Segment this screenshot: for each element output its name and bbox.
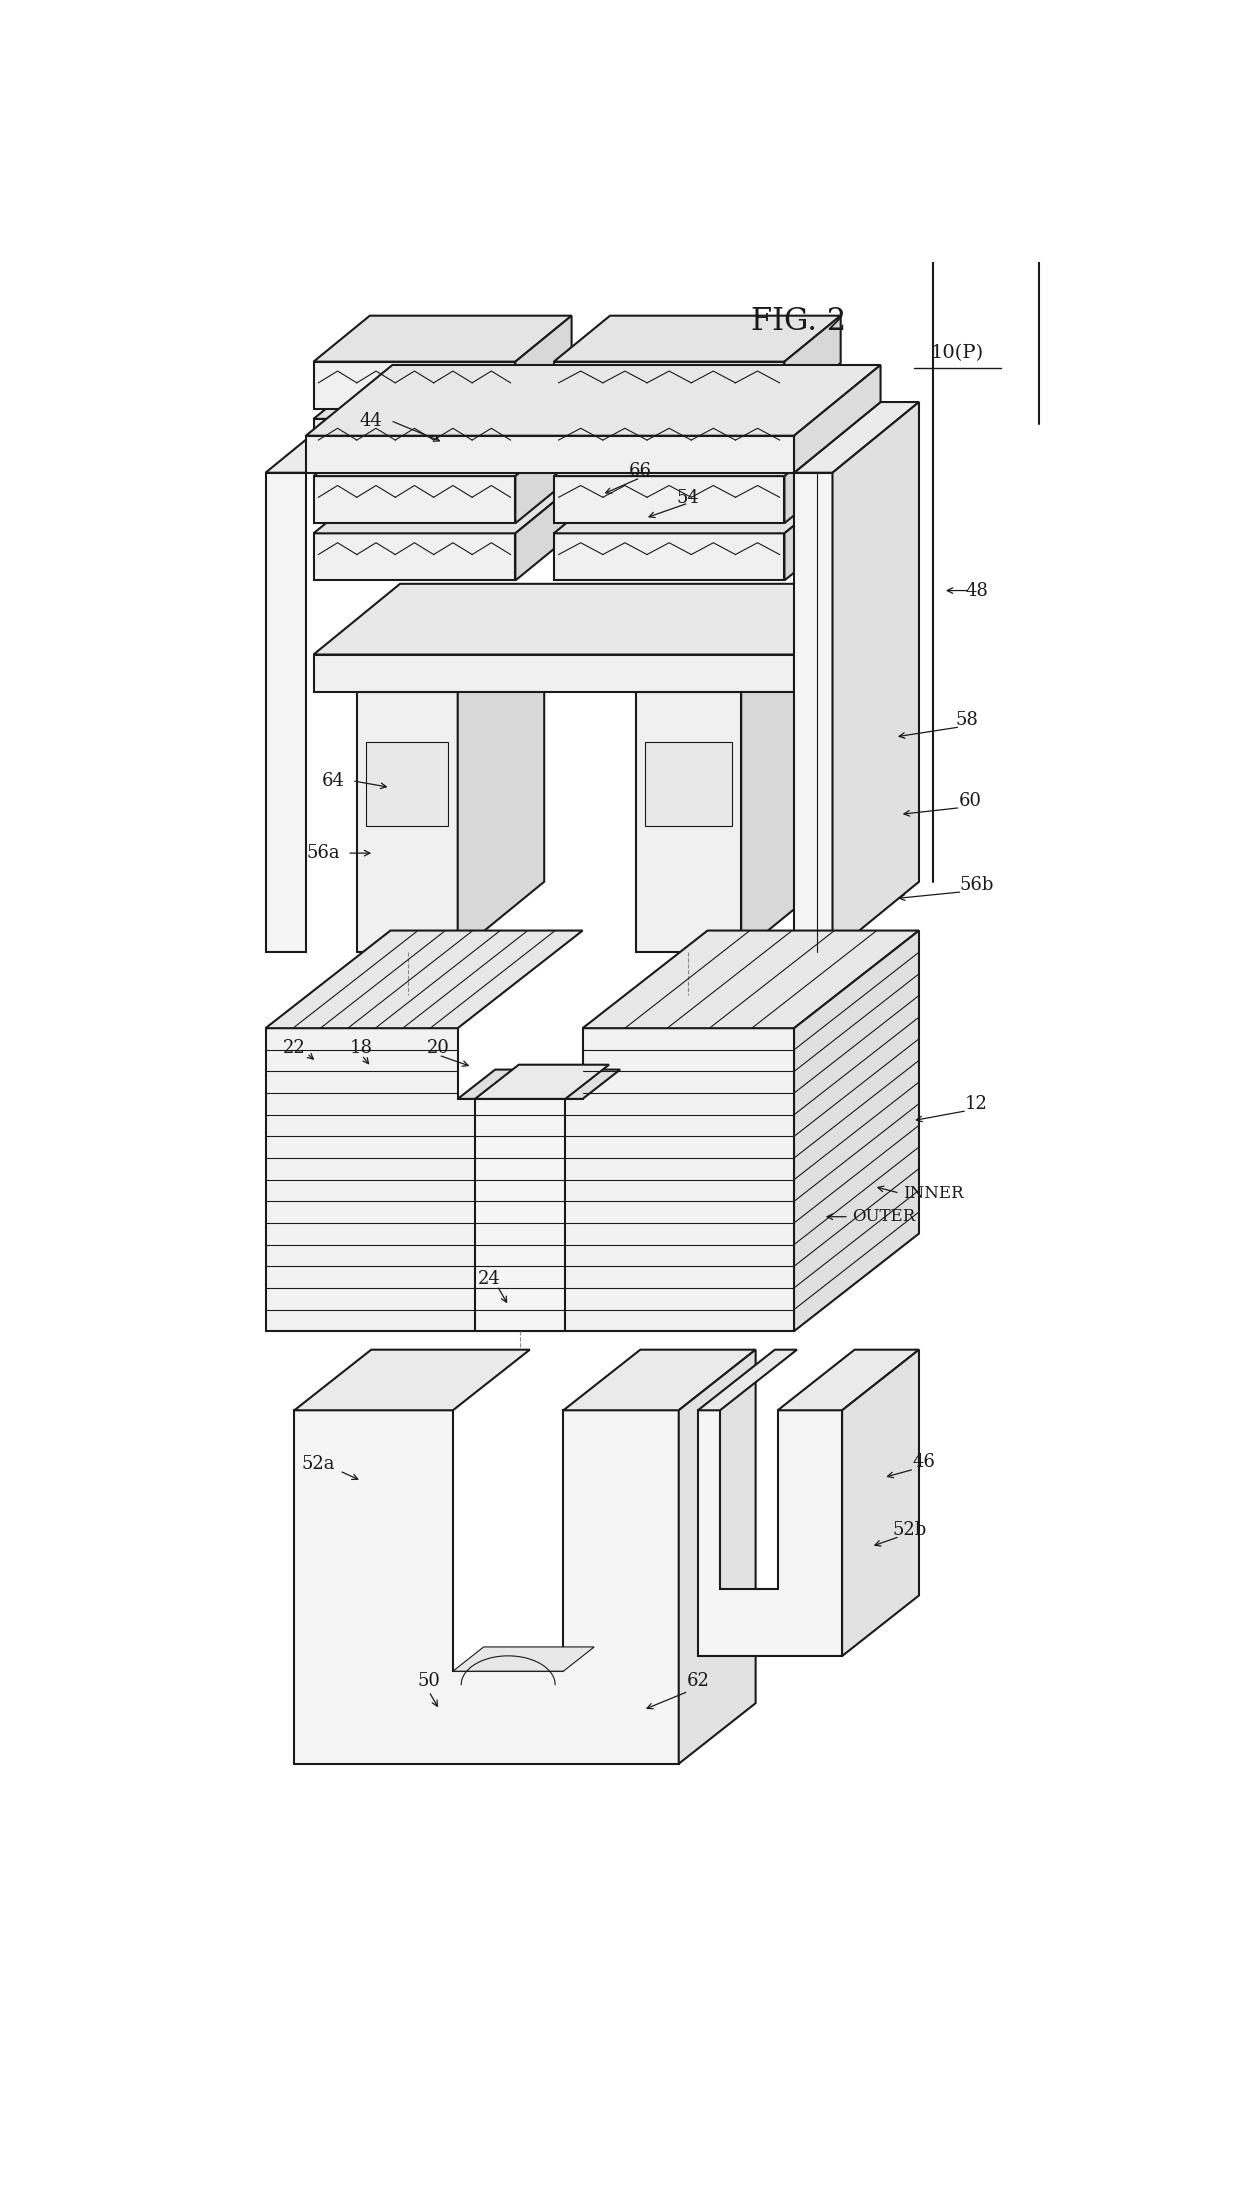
Text: 52a: 52a xyxy=(301,1456,335,1473)
Text: 58: 58 xyxy=(956,710,978,730)
Polygon shape xyxy=(698,1410,842,1657)
Polygon shape xyxy=(475,1065,609,1100)
Polygon shape xyxy=(294,1349,529,1410)
Polygon shape xyxy=(832,402,919,953)
Polygon shape xyxy=(785,374,841,466)
Polygon shape xyxy=(554,487,841,533)
Text: 46: 46 xyxy=(913,1454,935,1471)
Polygon shape xyxy=(554,315,841,361)
Text: FIG. 2: FIG. 2 xyxy=(751,306,847,337)
Polygon shape xyxy=(306,435,794,472)
Text: INNER: INNER xyxy=(903,1185,963,1202)
Polygon shape xyxy=(645,741,732,826)
Text: 18: 18 xyxy=(350,1038,373,1058)
Polygon shape xyxy=(265,1027,794,1331)
Polygon shape xyxy=(785,487,841,581)
Polygon shape xyxy=(306,365,880,435)
Polygon shape xyxy=(777,1349,919,1410)
Polygon shape xyxy=(516,374,572,466)
Text: OUTER: OUTER xyxy=(852,1209,915,1224)
Polygon shape xyxy=(265,402,392,472)
Polygon shape xyxy=(314,374,572,420)
Text: 12: 12 xyxy=(965,1095,988,1113)
Text: 66: 66 xyxy=(629,461,652,481)
Polygon shape xyxy=(453,1646,594,1670)
Polygon shape xyxy=(794,365,880,472)
Polygon shape xyxy=(554,420,785,466)
Polygon shape xyxy=(458,1069,620,1100)
Polygon shape xyxy=(794,931,919,1331)
Polygon shape xyxy=(635,621,828,691)
Polygon shape xyxy=(785,431,841,522)
Polygon shape xyxy=(785,315,841,409)
Polygon shape xyxy=(678,1349,755,1764)
Polygon shape xyxy=(294,1410,678,1764)
Polygon shape xyxy=(265,931,583,1027)
Polygon shape xyxy=(842,1349,919,1657)
Polygon shape xyxy=(516,487,572,581)
Polygon shape xyxy=(314,487,572,533)
Polygon shape xyxy=(357,691,458,953)
Polygon shape xyxy=(458,621,544,953)
Polygon shape xyxy=(563,1349,755,1410)
Text: 22: 22 xyxy=(283,1038,306,1058)
Text: 56b: 56b xyxy=(960,877,993,894)
Polygon shape xyxy=(314,315,572,361)
Polygon shape xyxy=(554,477,785,522)
Polygon shape xyxy=(314,477,516,522)
Text: 56a: 56a xyxy=(306,844,340,861)
Text: 24: 24 xyxy=(479,1270,501,1288)
Polygon shape xyxy=(583,931,919,1027)
Polygon shape xyxy=(554,431,841,477)
Polygon shape xyxy=(742,621,828,953)
Polygon shape xyxy=(516,431,572,522)
Polygon shape xyxy=(635,691,742,953)
Text: 64: 64 xyxy=(321,772,345,789)
Polygon shape xyxy=(314,654,794,691)
Text: 62: 62 xyxy=(687,1672,709,1690)
Polygon shape xyxy=(554,361,785,409)
Text: 54: 54 xyxy=(677,490,699,507)
Polygon shape xyxy=(314,361,516,409)
Polygon shape xyxy=(516,315,572,409)
Polygon shape xyxy=(265,472,306,953)
Text: 20: 20 xyxy=(427,1038,450,1058)
Polygon shape xyxy=(357,621,544,691)
Text: 44: 44 xyxy=(360,411,383,428)
Text: 50: 50 xyxy=(418,1672,440,1690)
Polygon shape xyxy=(554,533,785,581)
Text: 52b: 52b xyxy=(893,1521,926,1539)
Polygon shape xyxy=(314,533,516,581)
Polygon shape xyxy=(698,1349,797,1410)
Polygon shape xyxy=(314,420,516,466)
Polygon shape xyxy=(367,741,448,826)
Polygon shape xyxy=(794,472,832,953)
Polygon shape xyxy=(314,431,572,477)
Polygon shape xyxy=(554,374,841,420)
Text: 48: 48 xyxy=(965,581,988,599)
Text: 60: 60 xyxy=(959,791,981,811)
Polygon shape xyxy=(794,584,880,691)
Text: 10(P): 10(P) xyxy=(931,343,985,363)
Polygon shape xyxy=(475,1100,565,1331)
Polygon shape xyxy=(794,402,919,472)
Polygon shape xyxy=(314,584,880,654)
